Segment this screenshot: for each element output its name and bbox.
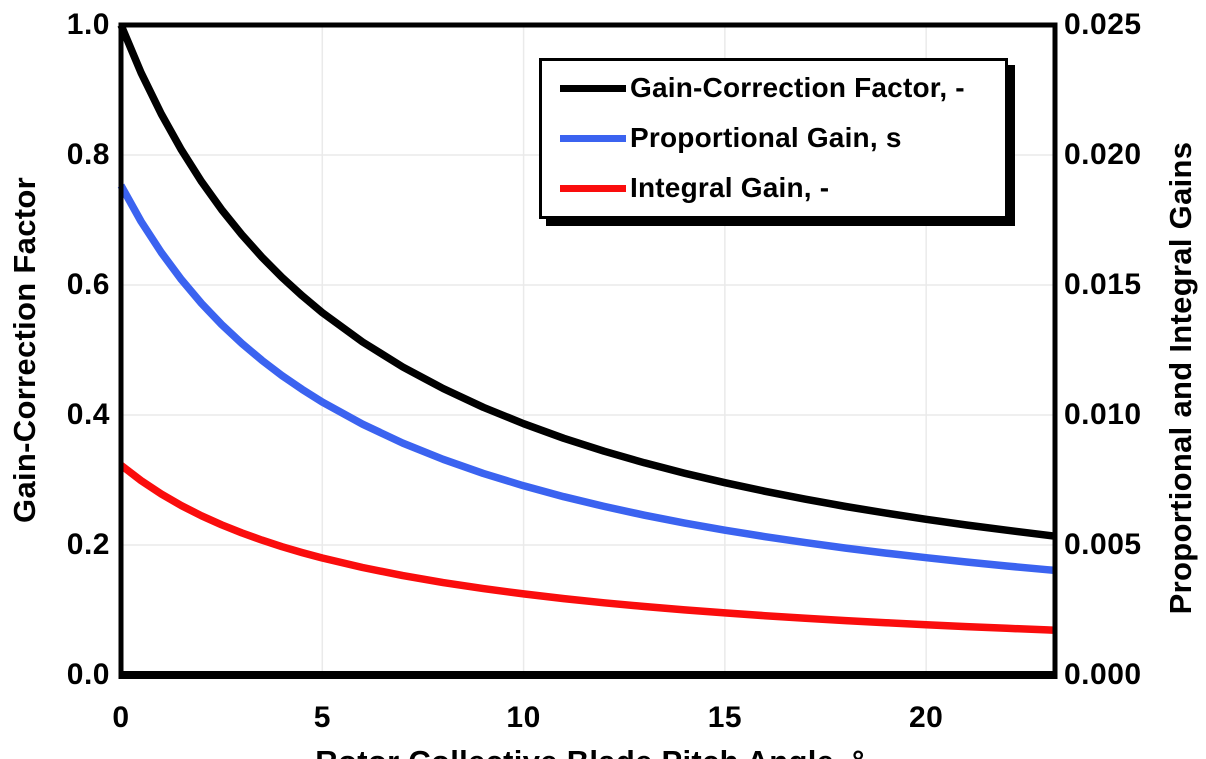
y-left-tick-label: 1.0 [66,8,110,41]
y-left-tick-label: 0.2 [66,528,110,561]
y-right-tick-label: 0.020 [1064,138,1142,171]
y-left-tick-label: 0.4 [66,398,110,431]
y-right-tick-label: 0.015 [1064,268,1142,301]
x-tick-label: 0 [112,701,130,734]
x-tick-label: 20 [908,701,944,734]
y-left-tick-label: 0.6 [66,268,110,301]
legend: Gain-Correction Factor, - Proportional G… [539,58,1008,219]
x-axis-title: Rotor Collective Blade Pitch Angle, ° [315,744,864,759]
plot-frame [118,22,1058,679]
y-right-tick-label: 0.005 [1064,528,1142,561]
legend-item-gain-correction: Gain-Correction Factor, - [542,63,1005,113]
y-left-tick-label: 0.0 [66,658,110,691]
legend-swatch-line-black [560,84,626,92]
legend-swatch-line-red [560,184,626,192]
legend-item-proportional-gain: Proportional Gain, s [542,113,1005,163]
x-tick-label: 5 [313,701,331,734]
y-axis-title-left: Gain-Correction Factor [7,177,42,523]
legend-item-integral-gain: Integral Gain, - [542,163,1005,213]
legend-label: Proportional Gain, s [630,122,902,153]
y-right-tick-label: 0.000 [1064,658,1142,691]
y-right-tick-label: 0.025 [1064,8,1142,41]
legend-label: Gain-Correction Factor, - [630,72,965,103]
curve-proportional-gain-s [117,183,1056,575]
y-left-tick-label: 0.8 [66,138,110,171]
x-tick-label: 10 [506,701,541,734]
legend-swatch-line-blue [560,134,626,142]
curve-integral-gain [118,462,1056,634]
x-tick-label: 15 [707,701,743,734]
legend-label: Integral Gain, - [630,172,830,203]
curves [117,23,1056,634]
curve-gain-correction-factor [117,23,1056,540]
y-right-tick-label: 0.010 [1064,398,1142,431]
